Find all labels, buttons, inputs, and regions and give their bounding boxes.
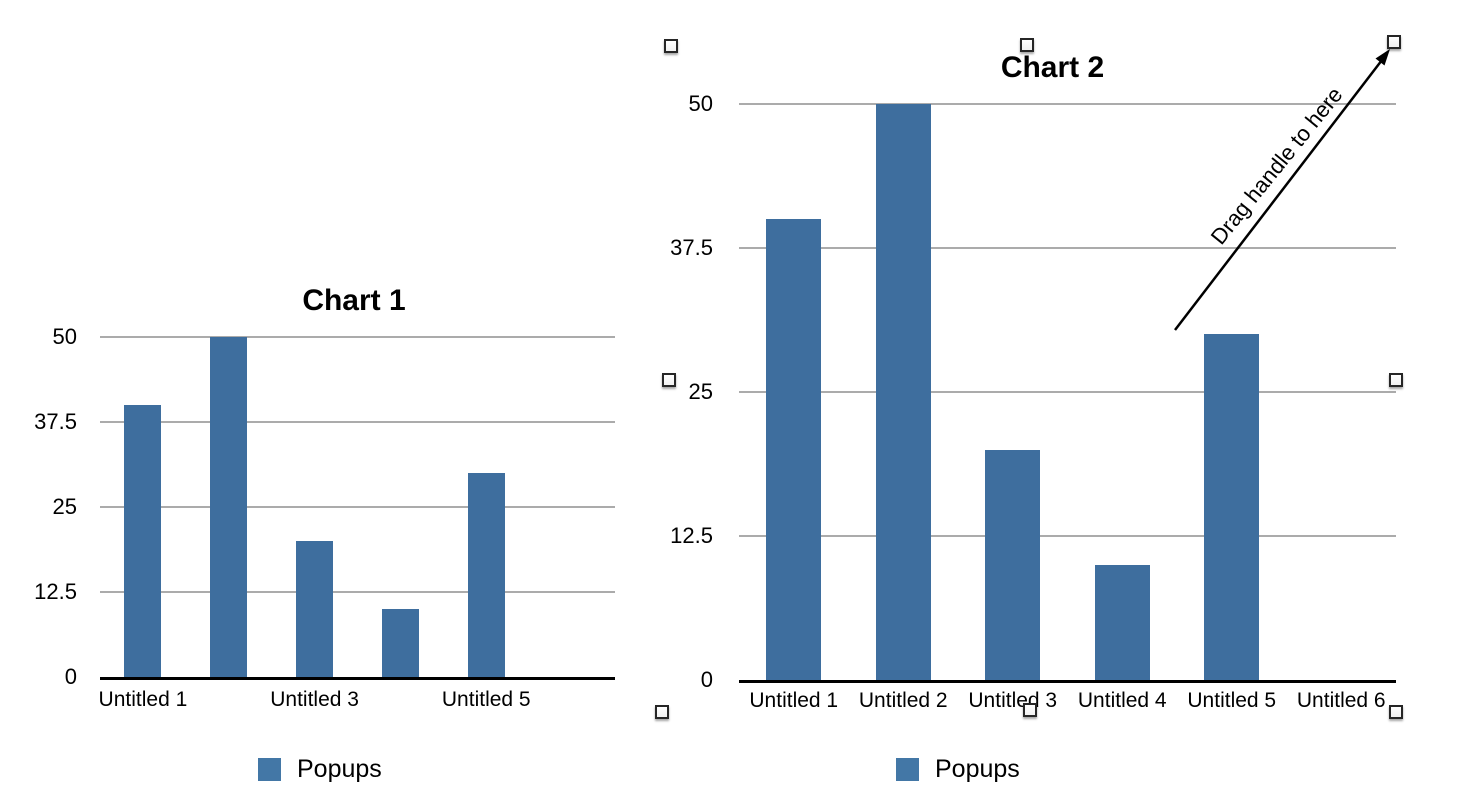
gridline — [739, 103, 1396, 105]
bar-untitled-4[interactable] — [381, 609, 419, 677]
bar-untitled-5[interactable] — [1204, 334, 1260, 680]
gridline — [739, 247, 1396, 249]
x-axis-line — [739, 680, 1396, 683]
gridline — [739, 535, 1396, 537]
gridline — [100, 421, 615, 423]
selection-handle-top-center[interactable] — [1020, 38, 1034, 52]
legend-label: Popups — [935, 755, 1020, 783]
x-axis-label: Untitled 5 — [441, 688, 531, 711]
legend-swatch-icon — [896, 757, 919, 781]
y-axis-label: 0 — [64, 664, 77, 689]
gridline — [100, 591, 615, 593]
bar-untitled-4[interactable] — [1094, 564, 1150, 680]
chart-1-title: Chart 1 — [302, 284, 406, 317]
y-axis-label: 50 — [52, 324, 77, 349]
x-axis-line — [100, 677, 615, 680]
bar-untitled-5[interactable] — [467, 473, 505, 677]
chart-2-legend[interactable]: Popups — [896, 756, 1020, 782]
selection-handle-bottom-center[interactable] — [1023, 703, 1037, 717]
y-axis-label: 37.5 — [670, 235, 713, 260]
y-axis-label: 25 — [52, 494, 77, 519]
selection-handle-top-right[interactable] — [1387, 35, 1401, 49]
x-axis-label: Untitled 2 — [858, 689, 948, 712]
bar-untitled-2[interactable] — [210, 337, 248, 677]
y-axis-label: 50 — [688, 91, 713, 116]
bar-untitled-1[interactable] — [766, 219, 822, 680]
y-axis-label: 25 — [688, 379, 713, 404]
x-axis-label: Untitled 1 — [98, 688, 188, 711]
bar-untitled-3[interactable] — [985, 449, 1041, 680]
selection-handle-bottom-right[interactable] — [1389, 705, 1403, 719]
y-axis-label: 12.5 — [34, 579, 77, 604]
chart-2-title: Chart 2 — [1000, 51, 1105, 84]
x-axis-label: Untitled 1 — [749, 689, 839, 712]
y-axis-label: 0 — [700, 667, 713, 692]
selection-handle-top-left[interactable] — [664, 39, 678, 53]
x-axis-label: Untitled 4 — [1077, 689, 1167, 712]
legend-swatch-icon — [258, 757, 281, 781]
bar-untitled-1[interactable] — [124, 405, 162, 677]
bar-untitled-3[interactable] — [296, 541, 334, 677]
y-axis-label: 37.5 — [34, 409, 77, 434]
selection-handle-bottom-left[interactable] — [655, 705, 669, 719]
legend-label: Popups — [297, 755, 382, 783]
x-axis-label: Untitled 6 — [1296, 689, 1386, 712]
bar-untitled-2[interactable] — [875, 104, 931, 680]
chart-1-legend[interactable]: Popups — [258, 756, 382, 782]
gridline — [100, 336, 615, 338]
selection-handle-middle-right[interactable] — [1389, 373, 1403, 387]
y-axis-label: 12.5 — [670, 523, 713, 548]
x-axis-label: Untitled 5 — [1187, 689, 1277, 712]
gridline — [100, 506, 615, 508]
selection-handle-middle-left[interactable] — [662, 373, 676, 387]
gridline — [739, 391, 1396, 393]
x-axis-label: Untitled 3 — [270, 688, 359, 711]
